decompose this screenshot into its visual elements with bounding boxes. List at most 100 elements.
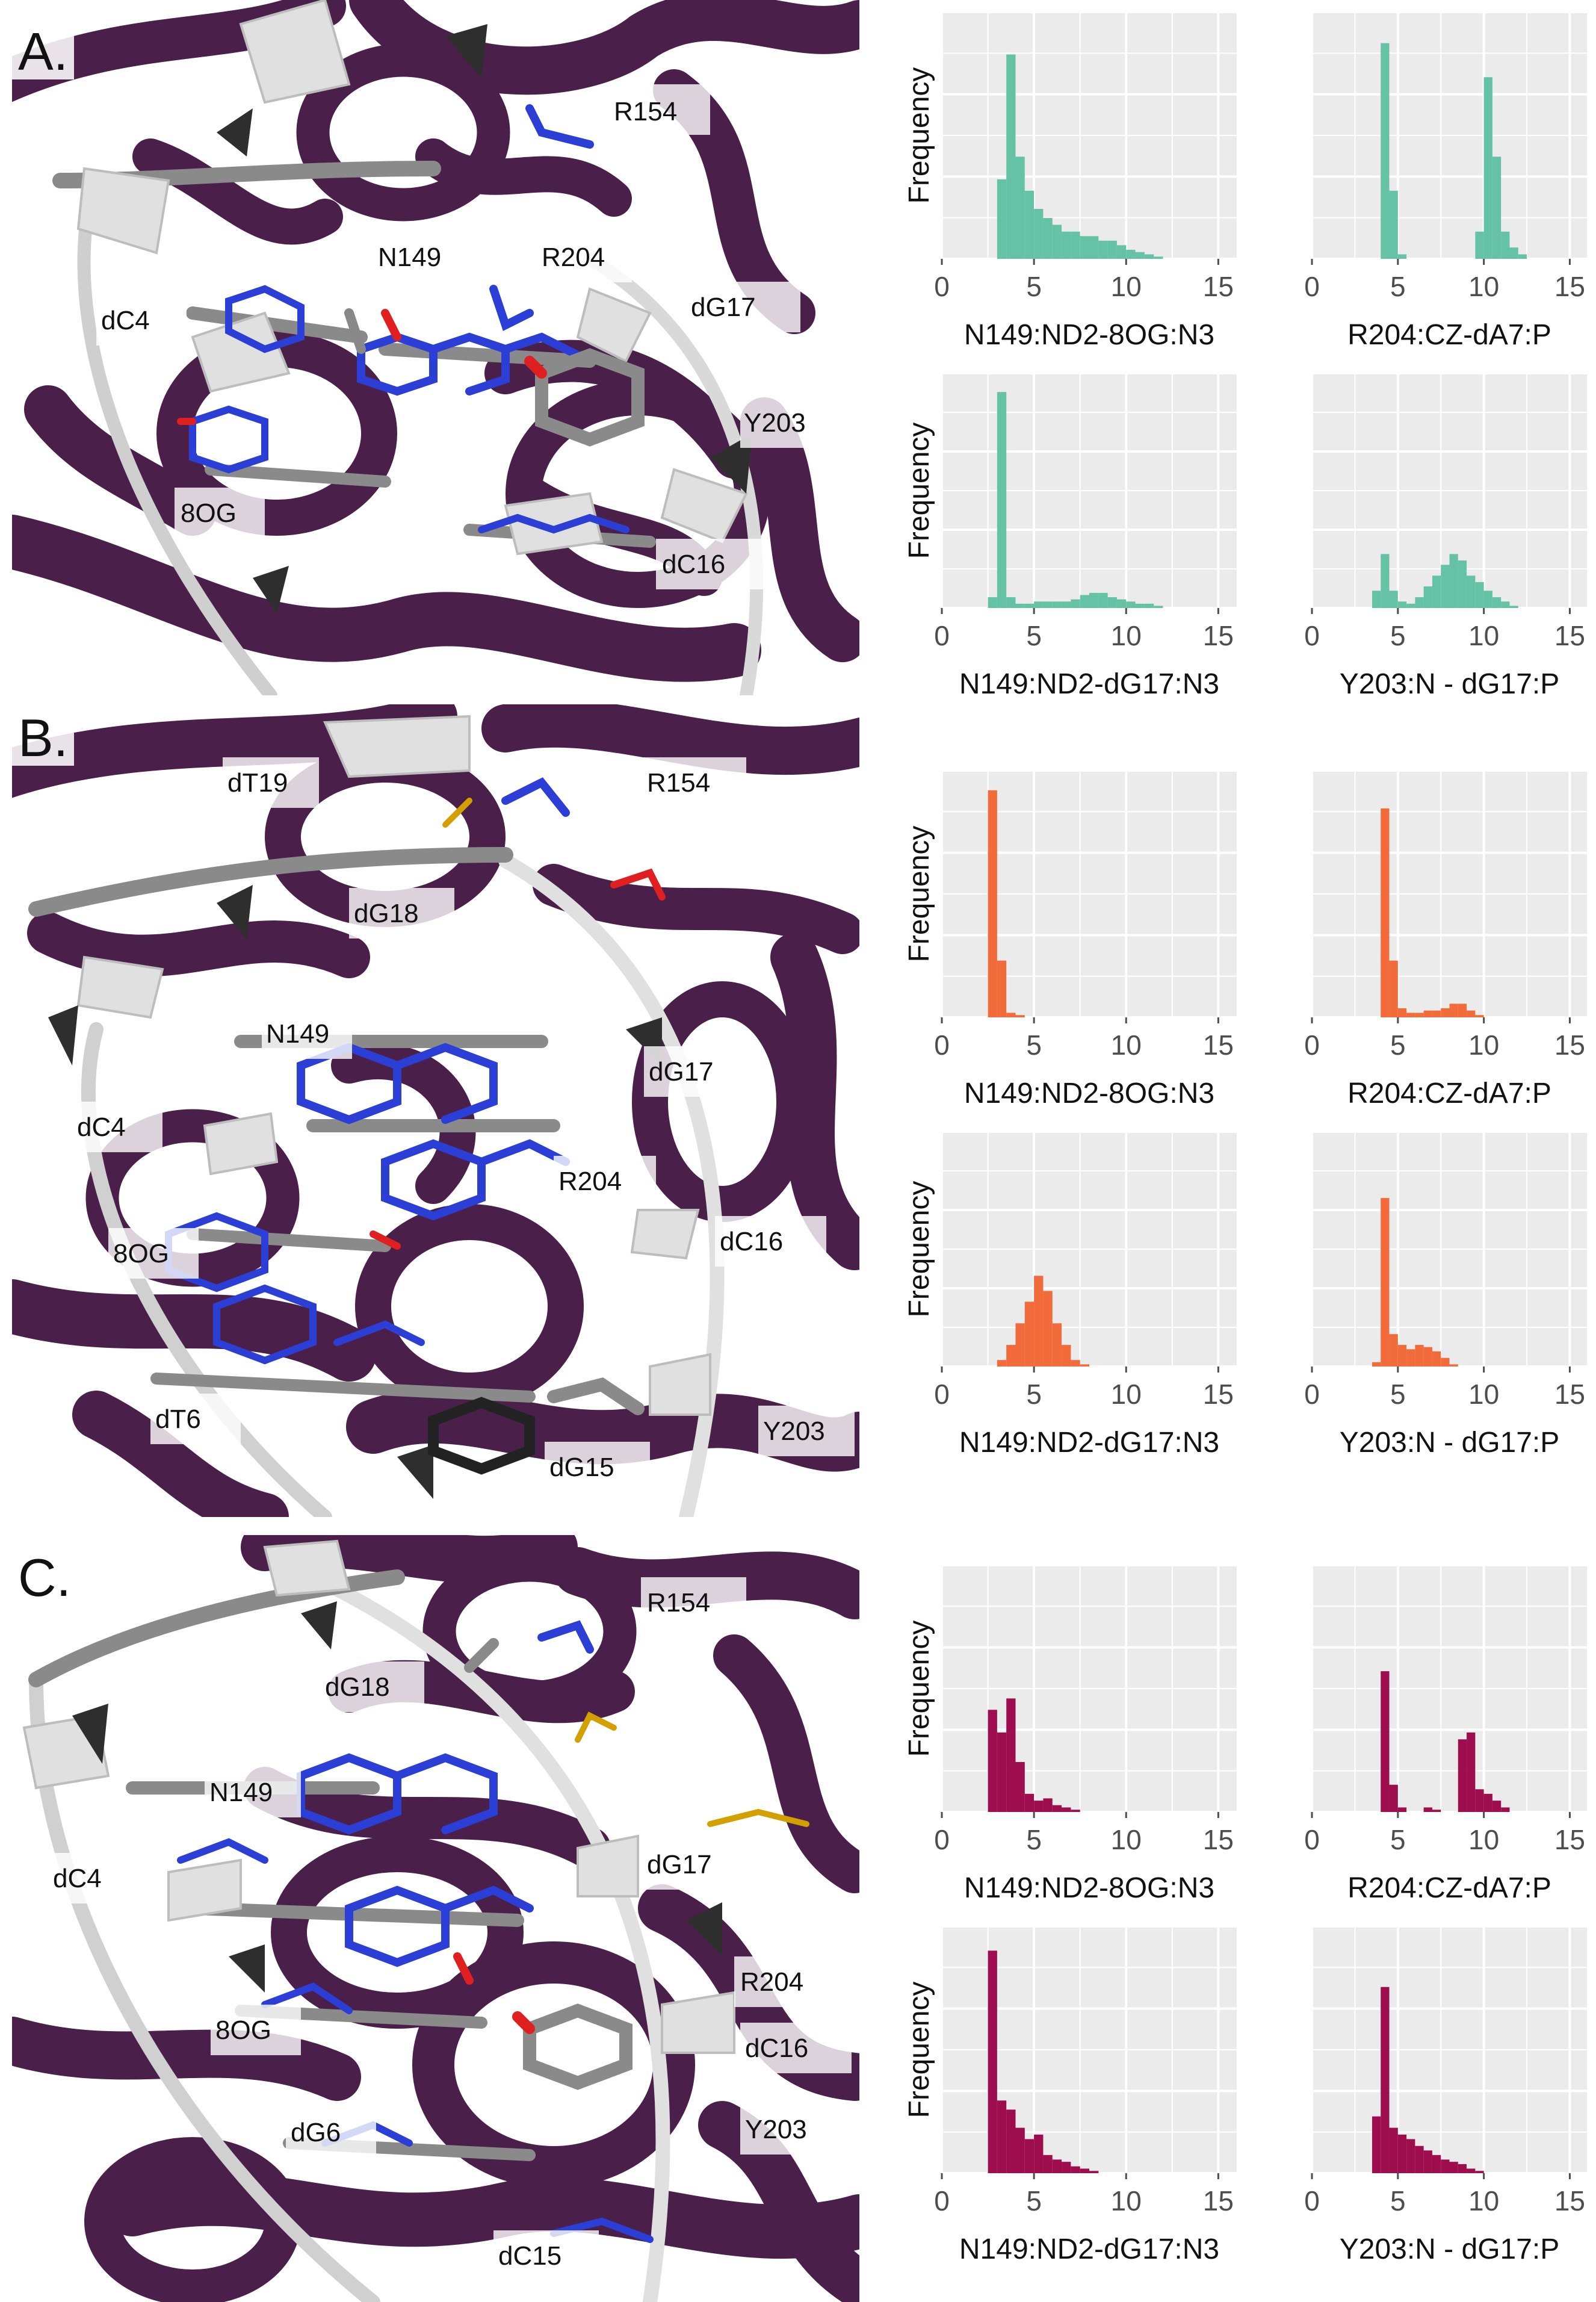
histogram-bar	[988, 1710, 997, 1812]
histogram-bar	[1089, 2171, 1099, 2173]
histogram-bar	[997, 2100, 1007, 2173]
histogram-bar	[1501, 1807, 1510, 1812]
x-tick-label: 15	[1554, 1379, 1585, 1410]
x-tick-label: 0	[934, 620, 950, 651]
histogram-bar	[1126, 601, 1136, 608]
histogram-bar	[1098, 240, 1108, 259]
x-tick-label: 10	[1111, 1824, 1142, 1855]
histogram-bar	[1467, 2168, 1476, 2173]
histogram-a-4: 0 5 10 15 Y203:N - dG17:P	[1261, 361, 1596, 710]
histogram-bar	[1052, 1323, 1062, 1367]
histogram-bar	[1089, 592, 1099, 608]
histogram-bar	[1062, 1345, 1071, 1367]
histogram-bar	[1397, 2134, 1407, 2173]
x-tick-label: 15	[1203, 2185, 1234, 2217]
y-axis-label: Frequency	[903, 1621, 935, 1757]
histogram-b-4: 0 5 10 15 Y203:N - dG17:P	[1261, 1120, 1596, 1469]
histogram-bar	[1415, 1345, 1424, 1367]
x-tick-label: 5	[1026, 271, 1042, 302]
histogram-bar	[1397, 601, 1407, 608]
histogram-bar	[1381, 1671, 1390, 1812]
histogram-bar	[1015, 603, 1025, 608]
histogram-bar	[1034, 2134, 1044, 2173]
histogram-bar	[1406, 2139, 1415, 2173]
label-r204: R204	[558, 1167, 622, 1196]
x-tick-label: 15	[1554, 1824, 1585, 1855]
panel-letter-a: A.	[12, 23, 75, 80]
histogram-bar	[1015, 1762, 1025, 1812]
x-tick-label: 0	[934, 1029, 950, 1061]
histogram-bar	[1006, 2109, 1016, 2173]
histogram-bar	[1024, 2139, 1035, 2173]
label-r204: R204	[542, 243, 605, 272]
label-dt6: dT6	[155, 1404, 201, 1434]
histogram-bar	[1389, 1784, 1398, 1812]
histogram-bar	[1006, 1345, 1016, 1367]
histogram-bar	[1397, 1345, 1407, 1367]
label-dc4: dC4	[101, 306, 150, 335]
label-r154: R154	[647, 1588, 710, 1618]
histogram-bar	[1389, 960, 1398, 1017]
histogram-bar	[1052, 2159, 1062, 2173]
histogram-bar	[1467, 1010, 1476, 1017]
histogram-bar	[1467, 1732, 1476, 1812]
label-dc16: dC16	[662, 550, 725, 579]
label-r204: R204	[740, 1967, 803, 1997]
histogram-bar	[1492, 597, 1502, 608]
histogram-bar	[1034, 1801, 1044, 1812]
histogram-bar	[1071, 2166, 1080, 2173]
histogram-bar	[1432, 576, 1441, 608]
panel-letter-c: C.	[12, 1550, 77, 1606]
histogram-bar	[1062, 601, 1071, 608]
histogram-bar	[1024, 190, 1035, 259]
histogram-bar	[1458, 1004, 1467, 1017]
histogram-bar	[1024, 1301, 1035, 1367]
histogram-bar	[1034, 601, 1044, 608]
histogram-bar	[1071, 1360, 1080, 1367]
x-tick-label: 5	[1390, 620, 1406, 651]
x-axis-label: R204:CZ-dA7:P	[1347, 319, 1551, 351]
histogram-bar	[1098, 592, 1108, 608]
histogram-bar	[1397, 254, 1407, 259]
histogram-bar	[1509, 247, 1518, 259]
x-axis-label: N149:ND2-dG17:N3	[959, 2233, 1219, 2265]
x-tick-label: 0	[1304, 620, 1320, 651]
histogram-bar	[1483, 77, 1492, 259]
label-dg6: dG6	[291, 2118, 341, 2147]
x-tick-label: 5	[1026, 620, 1042, 651]
histogram-bar	[1389, 2127, 1398, 2173]
histogram-bar	[1501, 231, 1510, 259]
histogram-bar	[1509, 606, 1518, 608]
label-8og: 8OG	[215, 2015, 271, 2045]
histogram-bar	[1372, 2116, 1381, 2173]
histogram-bar	[988, 597, 997, 608]
histogram-bar	[1043, 1798, 1053, 1812]
x-axis-label: N149:ND2-dG17:N3	[959, 668, 1219, 700]
label-y203: Y203	[745, 2115, 807, 2144]
panel-letter-b: B.	[12, 710, 75, 766]
x-tick-label: 15	[1554, 1029, 1585, 1061]
histogram-bar	[1441, 565, 1450, 608]
histogram-bar	[997, 179, 1007, 259]
label-n149: N149	[209, 1778, 273, 1807]
structure-image-b: dT19 R154 dG18 N149 dG17 dC4 R204 dC16 8…	[12, 704, 859, 1517]
histogram-bar	[1518, 254, 1527, 259]
histogram-bar	[997, 960, 1007, 1017]
label-dc16: dC16	[720, 1227, 783, 1256]
x-tick-label: 0	[1304, 1824, 1320, 1855]
label-dc16: dC16	[745, 2034, 808, 2063]
histogram-bar	[1034, 1276, 1044, 1367]
x-tick-label: 10	[1468, 620, 1499, 651]
histogram-c-2: 0 5 10 15 R204:CZ-dA7:P	[1261, 1553, 1596, 1914]
histogram-bar	[1449, 554, 1458, 608]
histogram-bar	[1135, 252, 1145, 259]
histogram-bar	[1062, 2162, 1071, 2173]
histogram-bar	[1381, 1198, 1390, 1367]
histogram-bar	[1024, 1793, 1035, 1812]
x-tick-label: 15	[1203, 1029, 1234, 1061]
histogram-a-2: 0 5 10 15 R204:CZ-dA7:P	[1261, 0, 1596, 361]
x-tick-label: 15	[1554, 271, 1585, 302]
histogram-svg: 0 5 10 15 Y203:N - dG17:P	[1304, 1925, 1587, 2265]
